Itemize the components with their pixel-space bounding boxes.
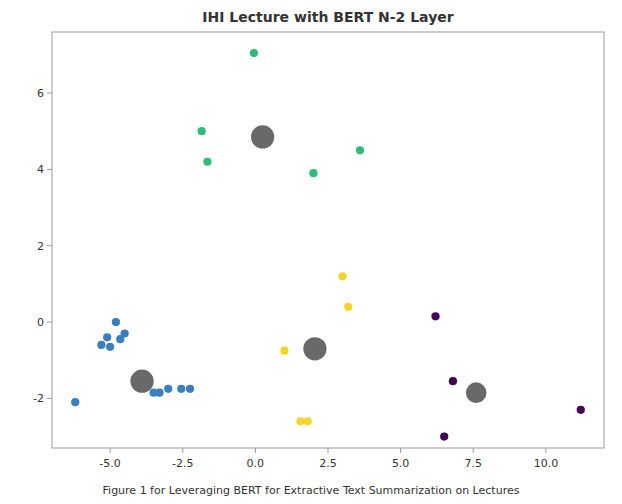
y-tick-label: -2	[33, 392, 44, 405]
point	[250, 49, 258, 57]
y-tick-label: 6	[37, 87, 44, 100]
x-tick-label: 2.5	[319, 457, 337, 470]
point	[280, 347, 288, 355]
x-tick-label: 0.0	[247, 457, 265, 470]
point	[356, 146, 364, 154]
point	[440, 432, 448, 440]
point	[466, 382, 487, 403]
point	[97, 341, 105, 349]
title: IHI Lecture with BERT N-2 Layer	[202, 9, 453, 25]
point	[106, 343, 114, 351]
x-tick	[328, 448, 329, 453]
x-tick-label: -5.0	[99, 457, 120, 470]
point	[121, 329, 129, 337]
x-tick	[182, 448, 183, 453]
y-tick	[47, 398, 52, 399]
point	[449, 377, 457, 385]
y-tick	[47, 322, 52, 323]
y-tick-label: 2	[37, 240, 44, 253]
x-tick	[110, 448, 111, 453]
caption: Figure 1 for Leveraging BERT for Extract…	[103, 484, 520, 497]
y-tick-label: 0	[37, 316, 44, 329]
plot-frame	[52, 32, 604, 448]
point	[304, 417, 312, 425]
point	[296, 417, 304, 425]
point	[155, 389, 163, 397]
point	[309, 169, 317, 177]
point	[344, 303, 352, 311]
point	[338, 272, 346, 280]
points	[71, 49, 585, 441]
x-tick-label: 7.5	[465, 457, 483, 470]
y-tick	[47, 93, 52, 94]
x-tick	[545, 448, 546, 453]
point	[71, 398, 79, 406]
point	[164, 385, 172, 393]
y-tick	[47, 169, 52, 170]
point	[303, 337, 326, 360]
point	[198, 127, 206, 135]
y-tick	[47, 245, 52, 246]
y-tick-label: 4	[37, 163, 44, 176]
point	[251, 125, 274, 148]
point	[130, 370, 153, 393]
point	[577, 406, 585, 414]
x-tick-label: 10.0	[534, 457, 559, 470]
chart: IHI Lecture with BERT N-2 Layer -5.0 -2.5 0…	[0, 0, 622, 504]
x-tick	[473, 448, 474, 453]
point	[203, 158, 211, 166]
point	[103, 333, 111, 341]
point	[186, 385, 194, 393]
x-tick	[255, 448, 256, 453]
point	[177, 385, 185, 393]
point	[431, 312, 439, 320]
x-tick-label: 5.0	[392, 457, 410, 470]
x-tick-label: -2.5	[172, 457, 193, 470]
point	[112, 318, 120, 326]
x-tick	[400, 448, 401, 453]
